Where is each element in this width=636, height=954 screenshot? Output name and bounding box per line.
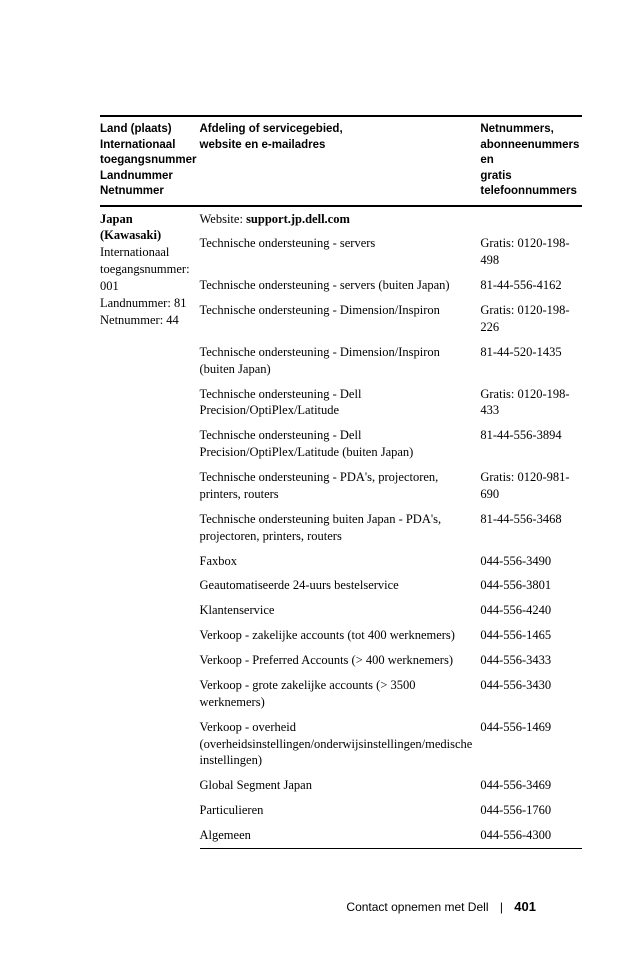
country-info-cell: Japan (Kawasaki) Internationaal toegangs…: [100, 206, 200, 849]
dept-cell: Technische ondersteuning - PDA's, projec…: [200, 465, 481, 507]
dept-cell: Technische ondersteuning - Dell Precisio…: [200, 423, 481, 465]
header-col1: Land (plaats) Internationaal toegangsnum…: [100, 116, 200, 206]
dept-cell: Particulieren: [200, 798, 481, 823]
dept-cell: Global Segment Japan: [200, 773, 481, 798]
contact-table: Land (plaats) Internationaal toegangsnum…: [100, 115, 582, 849]
website-label: Website:: [200, 212, 247, 226]
header-col3-l3: gratis telefoonnummers: [480, 169, 579, 200]
country-code: Landnummer: 81: [100, 295, 192, 312]
header-col2-l2: website en e-mailadres: [200, 138, 478, 154]
dept-cell: Verkoop - grote zakelijke accounts (> 35…: [200, 673, 481, 715]
num-cell: 044-556-1469: [480, 715, 582, 774]
header-col1-l1: Land (plaats) Internationaal: [100, 122, 197, 153]
header-col2: Afdeling of servicegebied, website en e-…: [200, 116, 481, 206]
footer-separator: |: [500, 900, 503, 914]
num-cell: 044-556-1760: [480, 798, 582, 823]
dept-cell: Technische ondersteuning buiten Japan - …: [200, 507, 481, 549]
num-cell: 044-556-3490: [480, 549, 582, 574]
num-cell: Gratis: 0120-981-690: [480, 465, 582, 507]
num-cell: Gratis: 0120-198-226: [480, 298, 582, 340]
dept-cell: Verkoop - zakelijke accounts (tot 400 we…: [200, 623, 481, 648]
num-cell: 044-556-4300: [480, 823, 582, 848]
dept-cell: Klantenservice: [200, 598, 481, 623]
dept-cell: Technische ondersteuning - servers: [200, 231, 481, 273]
dept-cell: Technische ondersteuning - Dimension/Ins…: [200, 298, 481, 340]
dept-cell: Faxbox: [200, 549, 481, 574]
num-cell: 044-556-3469: [480, 773, 582, 798]
header-col1-l2: toegangsnummer: [100, 153, 197, 169]
website-cell: Website: support.jp.dell.com: [200, 206, 583, 232]
first-data-row: Japan (Kawasaki) Internationaal toegangs…: [100, 206, 582, 232]
dept-cell: Verkoop - overheid (overheidsinstellinge…: [200, 715, 481, 774]
num-cell: 044-556-3430: [480, 673, 582, 715]
dept-cell: Technische ondersteuning - servers (buit…: [200, 273, 481, 298]
dept-cell: Verkoop - Preferred Accounts (> 400 werk…: [200, 648, 481, 673]
page-number: 401: [514, 899, 536, 914]
header-col3-l2: abonneenummers en: [480, 138, 579, 169]
country-intl-label: Internationaal: [100, 244, 192, 261]
header-col3-l1: Netnummers,: [480, 122, 579, 138]
footer-section: Contact opnemen met Dell: [346, 900, 488, 914]
header-col1-l4: Netnummer: [100, 184, 197, 200]
num-cell: 81-44-520-1435: [480, 340, 582, 382]
num-cell: Gratis: 0120-198-498: [480, 231, 582, 273]
table-header-row: Land (plaats) Internationaal toegangsnum…: [100, 116, 582, 206]
dept-cell: Technische ondersteuning - Dimension/Ins…: [200, 340, 481, 382]
num-cell: 044-556-1465: [480, 623, 582, 648]
dept-cell: Geautomatiseerde 24-uurs bestelservice: [200, 573, 481, 598]
header-col3: Netnummers, abonneenummers en gratis tel…: [480, 116, 582, 206]
dept-cell: Algemeen: [200, 823, 481, 848]
num-cell: 81-44-556-3468: [480, 507, 582, 549]
num-cell: 81-44-556-4162: [480, 273, 582, 298]
website-value: support.jp.dell.com: [246, 212, 350, 226]
num-cell: 044-556-3801: [480, 573, 582, 598]
country-location: Japan (Kawasaki): [100, 211, 192, 245]
country-intl-value: toegangsnummer: 001: [100, 261, 192, 295]
num-cell: 81-44-556-3894: [480, 423, 582, 465]
page-footer: Contact opnemen met Dell | 401: [346, 899, 536, 914]
city-code: Netnummer: 44: [100, 312, 192, 329]
num-cell: 044-556-3433: [480, 648, 582, 673]
num-cell: 044-556-4240: [480, 598, 582, 623]
num-cell: Gratis: 0120-198-433: [480, 382, 582, 424]
dept-cell: Technische ondersteuning - Dell Precisio…: [200, 382, 481, 424]
header-col1-l3: Landnummer: [100, 169, 197, 185]
header-col2-l1: Afdeling of servicegebied,: [200, 122, 478, 138]
